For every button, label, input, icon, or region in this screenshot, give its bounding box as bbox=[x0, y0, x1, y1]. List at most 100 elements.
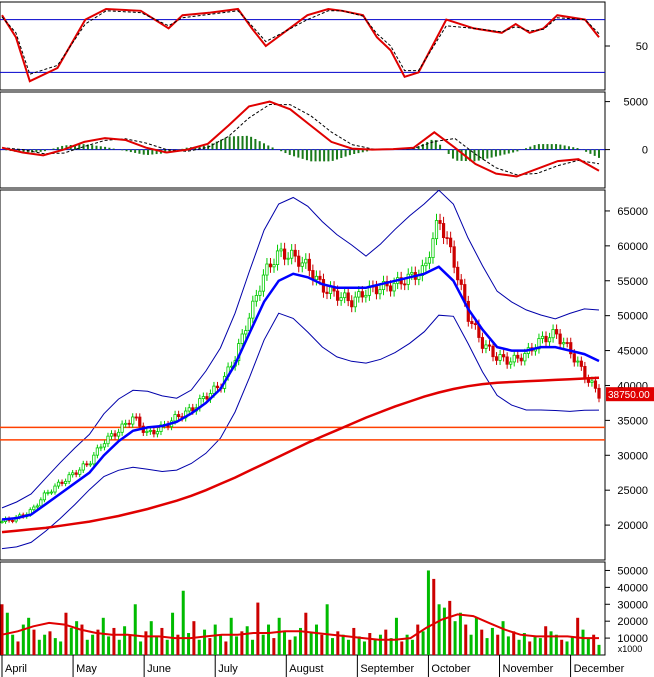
volume-bar bbox=[299, 627, 302, 655]
y-tick-label: 20000 bbox=[617, 520, 648, 532]
candle-body bbox=[81, 463, 85, 471]
candle-body bbox=[381, 281, 386, 291]
candle-body bbox=[32, 506, 36, 511]
volume-bar bbox=[101, 617, 105, 655]
candle-body bbox=[46, 491, 50, 494]
volume-bar bbox=[160, 627, 164, 655]
candle-body bbox=[569, 342, 573, 355]
volume-bar bbox=[267, 624, 271, 655]
candle-body bbox=[487, 344, 492, 347]
y-tick-label: 45000 bbox=[617, 346, 648, 358]
candle-body bbox=[335, 290, 340, 301]
candle-body bbox=[304, 258, 308, 264]
y-tick-label: 0 bbox=[642, 145, 648, 157]
candle-body bbox=[275, 250, 280, 265]
volume-bar bbox=[528, 641, 532, 655]
volume-bar bbox=[149, 621, 153, 655]
volume-bar bbox=[352, 627, 356, 655]
x-tick-label: August bbox=[289, 663, 323, 675]
volume-bar bbox=[533, 636, 537, 655]
candle-body bbox=[378, 289, 382, 295]
y-tick-label: 30000 bbox=[617, 599, 648, 611]
candle-body bbox=[120, 423, 124, 433]
volume-bar bbox=[107, 636, 111, 655]
x-tick-label: April bbox=[5, 663, 27, 675]
candle-body bbox=[131, 416, 135, 425]
volume-bar bbox=[213, 624, 217, 655]
volume-bar bbox=[512, 631, 516, 655]
candle-body bbox=[406, 273, 410, 285]
x-tick-label: July bbox=[218, 663, 238, 675]
candle-body bbox=[201, 396, 205, 400]
volume-bar bbox=[21, 624, 25, 655]
candle-body bbox=[353, 296, 357, 308]
candle-body bbox=[113, 433, 117, 437]
candle-body bbox=[491, 345, 495, 358]
candle-body bbox=[339, 297, 343, 301]
volume-bar bbox=[171, 612, 175, 655]
candle-body bbox=[505, 356, 509, 365]
volume-bar bbox=[570, 636, 574, 655]
candle-body bbox=[498, 354, 502, 361]
volume-bar bbox=[410, 639, 414, 655]
last-price-label-bg bbox=[606, 387, 654, 402]
volume-bar bbox=[565, 641, 569, 655]
candle-body bbox=[240, 333, 244, 344]
candle-body bbox=[445, 237, 449, 240]
volume-bar bbox=[357, 636, 361, 655]
candle-body bbox=[177, 414, 181, 418]
candle-body bbox=[438, 220, 442, 224]
volume-bar bbox=[330, 638, 334, 655]
panel-frame-stochastic bbox=[0, 1, 606, 91]
volume-bar bbox=[235, 636, 239, 655]
candle-body bbox=[272, 264, 276, 268]
volume-bar bbox=[341, 634, 345, 655]
candle-body bbox=[480, 337, 485, 349]
candle-body bbox=[350, 300, 354, 308]
volume-bar bbox=[288, 639, 292, 655]
candle-body bbox=[576, 360, 580, 363]
volume-bar bbox=[394, 617, 398, 655]
candle-body bbox=[516, 354, 520, 359]
panel-frame-price bbox=[0, 189, 606, 561]
volume-bar bbox=[203, 629, 207, 655]
candle-body bbox=[39, 499, 43, 507]
candle-body bbox=[307, 258, 311, 271]
volume-bar bbox=[544, 626, 548, 655]
candle-body bbox=[99, 446, 103, 449]
y-tick-label: 20000 bbox=[617, 616, 648, 628]
volume-bar bbox=[155, 636, 159, 655]
candle-body bbox=[244, 330, 248, 335]
candle-body bbox=[431, 238, 435, 258]
candle-body bbox=[116, 431, 121, 437]
volume-bar bbox=[27, 617, 31, 655]
volume-bar bbox=[144, 631, 148, 655]
candle-body bbox=[212, 385, 216, 394]
candle-body bbox=[187, 407, 191, 412]
volume-bar bbox=[304, 612, 308, 655]
y-tick-label: 35000 bbox=[617, 415, 648, 427]
candle-body bbox=[318, 275, 322, 280]
volume-bar bbox=[197, 639, 201, 655]
volume-bar bbox=[91, 634, 95, 655]
candle-body bbox=[297, 255, 301, 267]
volume-bar bbox=[75, 621, 79, 655]
volume-bar bbox=[43, 634, 47, 655]
volume-bar bbox=[293, 636, 297, 655]
volume-bar bbox=[251, 639, 255, 655]
candle-body bbox=[388, 285, 393, 292]
volume-bar bbox=[96, 629, 100, 655]
bollinger-upper-band bbox=[1, 189, 600, 509]
volume-bar bbox=[208, 638, 212, 655]
volume-bar bbox=[416, 624, 420, 655]
candle-body bbox=[502, 354, 506, 358]
candle-body bbox=[562, 342, 566, 345]
y-tick-label: 50 bbox=[636, 41, 648, 53]
volume-bar bbox=[123, 626, 127, 655]
candle-body bbox=[473, 323, 477, 326]
candle-body bbox=[127, 422, 131, 425]
volume-bar bbox=[48, 631, 52, 655]
volume-bar bbox=[112, 627, 116, 655]
candle-body bbox=[261, 274, 266, 292]
volume-bar bbox=[245, 626, 249, 655]
